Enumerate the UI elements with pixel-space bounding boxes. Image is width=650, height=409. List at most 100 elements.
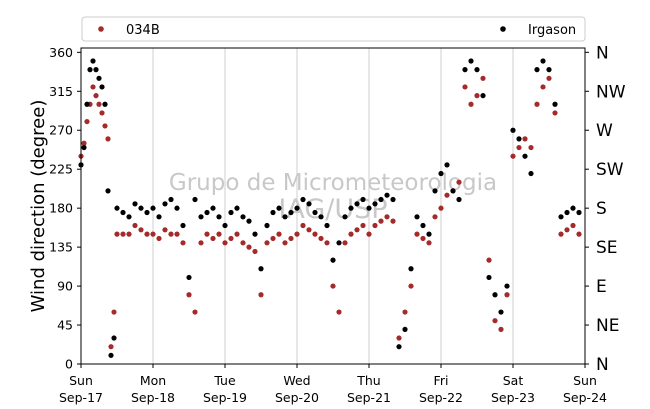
data-point: [546, 75, 552, 81]
data-point: [336, 309, 342, 315]
data-point: [105, 136, 111, 142]
data-point: [102, 123, 108, 129]
compass-axis: N NE E SE S SW W NW N: [585, 43, 626, 375]
data-point: [318, 214, 324, 220]
data-point: [192, 309, 198, 315]
data-point: [90, 84, 96, 90]
data-point: [99, 110, 105, 116]
data-point: [336, 240, 342, 246]
compass-label: NE: [596, 316, 619, 336]
data-point: [510, 153, 516, 159]
y-tick-label: 270: [49, 123, 73, 138]
data-point: [432, 214, 438, 220]
legend-label-irgason: Irgason: [528, 23, 576, 38]
data-point: [408, 283, 414, 289]
series-irgason: [78, 58, 582, 358]
data-point: [378, 218, 384, 224]
data-point: [132, 222, 138, 229]
data-point: [132, 201, 138, 207]
y-tick-label: 0: [65, 357, 73, 372]
data-point: [486, 274, 492, 281]
data-point: [300, 222, 306, 229]
data-point: [462, 84, 468, 90]
data-point: [552, 110, 558, 116]
data-point: [282, 240, 288, 246]
y-tick-label: 315: [49, 84, 73, 99]
data-point: [342, 240, 348, 246]
data-point: [468, 101, 474, 107]
data-point: [264, 240, 270, 246]
data-point: [174, 205, 180, 211]
data-point: [576, 209, 582, 216]
y-axis-title: Wind direction (degree): [28, 100, 49, 313]
y-tick-label: 135: [49, 240, 73, 255]
data-point: [102, 101, 108, 107]
data-point: [456, 179, 462, 185]
data-point: [114, 231, 120, 237]
compass-label: N: [596, 355, 609, 375]
data-point: [324, 222, 330, 229]
data-point: [444, 192, 450, 198]
data-point: [420, 235, 426, 242]
data-point: [330, 257, 336, 263]
data-point: [156, 235, 162, 242]
data-point: [330, 283, 336, 289]
data-point: [564, 209, 570, 216]
data-point: [246, 218, 252, 224]
legend-marker-034b: [98, 26, 104, 32]
data-point: [558, 214, 564, 220]
data-point: [204, 231, 210, 237]
data-point: [228, 209, 234, 216]
data-point: [180, 222, 186, 229]
x-tick-day: Thu: [356, 373, 380, 388]
y-tick-label: 225: [49, 162, 73, 177]
data-point: [312, 231, 318, 237]
data-series: [78, 58, 582, 358]
data-point: [426, 240, 432, 246]
data-point: [300, 196, 306, 203]
data-point: [162, 201, 168, 207]
data-point: [534, 101, 540, 107]
data-point: [492, 318, 498, 324]
compass-label: SW: [596, 160, 624, 180]
data-point: [240, 240, 246, 246]
data-point: [408, 266, 414, 272]
data-point: [84, 118, 90, 125]
data-point: [126, 231, 132, 237]
data-point: [96, 101, 102, 107]
data-point: [312, 209, 318, 216]
data-point: [516, 144, 522, 151]
data-point: [162, 227, 168, 233]
data-point: [150, 205, 156, 211]
data-point: [414, 214, 420, 220]
compass-label: S: [596, 199, 607, 219]
data-point: [372, 201, 378, 207]
data-point: [384, 214, 390, 220]
data-point: [168, 231, 174, 237]
x-tick-day: Mon: [140, 373, 166, 388]
data-point: [105, 188, 111, 194]
data-point: [378, 196, 384, 203]
data-point: [81, 144, 87, 151]
data-point: [294, 205, 300, 211]
data-point: [288, 235, 294, 242]
data-point: [576, 231, 582, 237]
data-point: [474, 67, 480, 73]
x-tick-day: Sat: [503, 373, 524, 388]
data-point: [396, 335, 402, 341]
x-tick-day: Fri: [434, 373, 449, 388]
data-point: [216, 231, 222, 237]
data-point: [180, 240, 186, 246]
data-point: [366, 205, 372, 211]
data-point: [93, 93, 99, 99]
compass-label: W: [596, 121, 613, 141]
y-tick-label: 180: [49, 201, 73, 216]
data-point: [120, 209, 126, 216]
data-point: [99, 84, 105, 90]
compass-label: E: [596, 277, 607, 297]
data-point: [234, 231, 240, 237]
data-point: [372, 222, 378, 229]
data-point: [192, 196, 198, 203]
data-point: [564, 227, 570, 233]
